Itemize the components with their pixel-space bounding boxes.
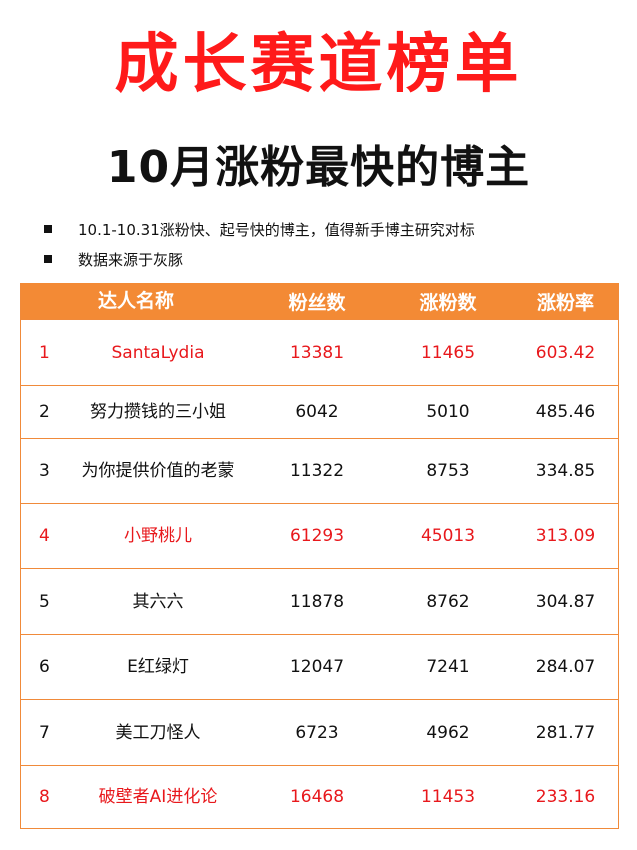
rate-cell: 313.09 (535, 526, 596, 546)
fans-cell: 61293 (289, 526, 345, 546)
rate-cell: 485.46 (535, 402, 596, 422)
rate-cell: 284.07 (535, 657, 596, 677)
gain-cell: 8762 (426, 591, 470, 612)
table-row: 8 破壁者AI进化论 16468 11453 233.16 (21, 765, 618, 828)
header-name: 达人名称 (97, 290, 174, 312)
rank-cell: 1 (39, 342, 50, 363)
gain-cell: 5010 (426, 402, 470, 422)
fans-cell: 13381 (289, 342, 345, 363)
table-row: 6 E红绿灯 12047 7241 284.07 (21, 634, 618, 699)
name-cell: 破壁者AI进化论 (98, 787, 218, 807)
rank-cell: 7 (39, 722, 50, 743)
note-item: 10.1-10.31涨粉快、起号快的博主，值得新手博主研究对标 (44, 214, 475, 244)
rate-cell: 233.16 (535, 787, 596, 807)
fans-cell: 11878 (289, 591, 345, 612)
table-header: 达人名称 粉丝数 涨粉数 涨粉率 (21, 283, 618, 319)
rank-cell: 3 (39, 461, 50, 481)
fans-cell: 11322 (289, 461, 345, 481)
table-row: 3 为你提供价值的老蒙 11322 8753 334.85 (21, 438, 618, 503)
rate-cell: 304.87 (535, 591, 596, 612)
header-rate: 涨粉率 (536, 291, 594, 314)
name-cell: 小野桃儿 (124, 526, 192, 546)
fans-cell: 12047 (289, 657, 345, 677)
notes-list: 10.1-10.31涨粉快、起号快的博主，值得新手博主研究对标 数据来源于灰豚 (44, 214, 475, 274)
rate-cell: 334.85 (535, 461, 596, 481)
rate-cell: 603.42 (535, 342, 596, 363)
gain-cell: 11465 (420, 342, 476, 363)
name-cell: 美工刀怪人 (115, 722, 201, 743)
fans-cell: 6723 (295, 722, 339, 743)
gain-cell: 11453 (420, 787, 476, 807)
fans-cell: 6042 (295, 402, 339, 422)
rank-cell: 8 (39, 787, 50, 807)
name-cell: 为你提供价值的老蒙 (81, 461, 235, 481)
rank-cell: 4 (39, 526, 50, 546)
gain-cell: 7241 (426, 657, 470, 677)
name-cell: 努力攒钱的三小姐 (90, 402, 226, 422)
name-cell: SantaLydia (111, 342, 205, 363)
page-subtitle: 10月涨粉最快的博主 (106, 142, 531, 193)
header-gain: 涨粉数 (419, 291, 477, 314)
square-bullet-icon (44, 225, 52, 233)
fans-cell: 16468 (289, 787, 345, 807)
table-row: 1 SantaLydia 13381 11465 603.42 (21, 319, 618, 385)
rate-cell: 281.77 (535, 722, 596, 743)
rank-cell: 6 (39, 657, 50, 677)
note-item: 数据来源于灰豚 (44, 244, 475, 274)
rank-cell: 2 (39, 402, 50, 422)
ranking-table: 达人名称 粉丝数 涨粉数 涨粉率 1 SantaLydia 13381 1146… (20, 283, 619, 829)
name-cell: E红绿灯 (127, 657, 189, 677)
name-cell: 其六六 (132, 591, 184, 612)
page-title: 成长赛道榜单 (114, 28, 523, 102)
table-row: 7 美工刀怪人 6723 4962 281.77 (21, 699, 618, 765)
table-row: 4 小野桃儿 61293 45013 313.09 (21, 503, 618, 568)
gain-cell: 4962 (426, 722, 470, 743)
table-row: 5 其六六 11878 8762 304.87 (21, 568, 618, 634)
table-row: 2 努力攒钱的三小姐 6042 5010 485.46 (21, 385, 618, 438)
rank-cell: 5 (39, 591, 50, 612)
note-text: 10.1-10.31涨粉快、起号快的博主，值得新手博主研究对标 (78, 220, 475, 239)
note-text: 数据来源于灰豚 (78, 250, 184, 269)
gain-cell: 8753 (426, 461, 470, 481)
square-bullet-icon (44, 255, 52, 263)
header-fans: 粉丝数 (288, 291, 346, 314)
gain-cell: 45013 (420, 526, 476, 546)
